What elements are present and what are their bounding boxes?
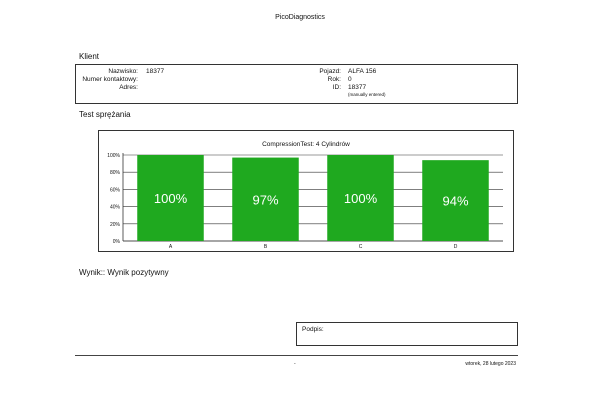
bar-value-label: 100%	[154, 191, 188, 206]
client-info-box: Nazwisko: 18377 Numer kontaktowy: Adres:…	[75, 64, 518, 104]
compression-chart-box: CompressionTest: 4 Cylindrów 0% 20% 40% 60%…	[98, 130, 514, 252]
test-result: Wynik:: Wynik pozytywny	[79, 268, 169, 277]
bar-value-label: 97%	[252, 192, 278, 207]
vehicle-label: Pojazd:	[319, 68, 341, 75]
chart-title: CompressionTest: 4 Cylindrów	[262, 141, 350, 148]
bar-b	[232, 157, 299, 241]
y-tick-label: 80%	[110, 170, 121, 176]
client-section-title: Klient	[79, 52, 100, 61]
year-value: 0	[348, 76, 352, 83]
x-tick-label: C	[359, 244, 363, 250]
contact-number-label: Numer kontaktowy:	[82, 76, 138, 83]
test-section-title: Test sprężania	[79, 110, 131, 119]
bar-value-label: 100%	[344, 191, 378, 206]
bar-a	[137, 155, 204, 241]
bar-c	[327, 155, 394, 241]
year-label: Rok:	[327, 76, 341, 83]
x-tick-label: D	[454, 244, 458, 250]
footer-divider	[75, 355, 518, 356]
footer-center: -	[294, 361, 296, 367]
y-tick-label: 20%	[110, 222, 121, 228]
y-tick-label: 0%	[113, 239, 121, 245]
vehicle-value: ALFA 156	[348, 68, 377, 75]
x-tick-label: A	[169, 244, 173, 250]
address-label: Adres:	[119, 84, 138, 91]
id-label: ID:	[332, 84, 341, 91]
id-value: 18377	[348, 84, 367, 91]
signature-label: Podpis:	[302, 326, 324, 333]
bar-value-label: 94%	[442, 194, 468, 209]
x-tick-label: B	[264, 244, 268, 250]
signature-box: Podpis:	[296, 322, 518, 346]
y-tick-label: 100%	[107, 153, 120, 159]
footer-date: wtorek, 28 lutego 2023	[465, 361, 516, 367]
y-tick-label: 40%	[110, 205, 121, 211]
app-title: PicoDiagnostics	[275, 14, 325, 21]
bar-d	[422, 160, 489, 241]
surname-label: Nazwisko:	[108, 68, 138, 75]
id-note: (manually entered)	[348, 92, 386, 97]
surname-value: 18377	[146, 68, 165, 75]
compression-chart: 0% 20% 40% 60% 80% 100% 100% A 97% B 100% C 94% D	[107, 153, 503, 250]
y-tick-label: 60%	[110, 187, 121, 193]
